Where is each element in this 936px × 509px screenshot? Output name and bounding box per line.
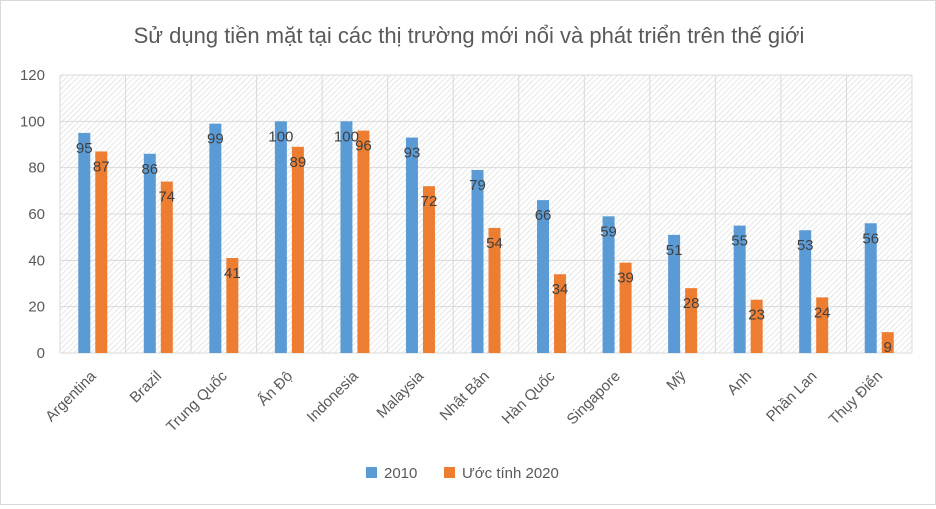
- legend: 2010 Ước tính 2020: [366, 465, 559, 482]
- data-label: 96: [355, 138, 372, 155]
- data-label: 100: [334, 128, 359, 145]
- x-tick-label: Malaysia: [373, 367, 427, 421]
- data-label: 86: [141, 161, 158, 178]
- data-label: 100: [268, 128, 293, 145]
- bar-2010: [602, 216, 615, 353]
- data-label: 99: [207, 131, 224, 148]
- bar-estimate-2020: [422, 186, 435, 353]
- legend-swatch-estimate-2020: [444, 467, 455, 478]
- y-tick-label: 0: [37, 345, 45, 362]
- legend-swatch-2010: [366, 467, 377, 478]
- data-label: 39: [617, 270, 634, 287]
- x-tick-label: Ấn Độ: [255, 368, 297, 410]
- bars: [78, 121, 894, 354]
- x-tick-label: Singapore: [564, 368, 624, 428]
- data-label: 34: [552, 281, 569, 298]
- data-label: 55: [731, 233, 748, 250]
- bar-estimate-2020: [816, 297, 829, 353]
- bar-2010: [78, 132, 91, 353]
- y-tick-label: 40: [28, 252, 45, 269]
- data-label: 51: [666, 242, 683, 259]
- data-label: 53: [797, 237, 814, 254]
- data-label: 87: [93, 158, 110, 175]
- bar-2010: [668, 234, 681, 353]
- data-label: 56: [862, 230, 879, 247]
- bar-estimate-2020: [291, 146, 304, 353]
- bar-2010: [209, 123, 222, 354]
- bar-2010: [864, 223, 877, 353]
- data-label: 66: [535, 207, 552, 224]
- x-tick-label: Anh: [724, 368, 755, 399]
- data-label: 59: [600, 223, 617, 240]
- bar-estimate-2020: [685, 288, 698, 353]
- bar-estimate-2020: [554, 274, 567, 353]
- y-axis: 0 20 40 60 80 100 120: [20, 67, 45, 362]
- bar-estimate-2020: [160, 181, 173, 353]
- x-tick-label: Thụy Điển: [826, 368, 886, 428]
- bar-estimate-2020: [488, 227, 501, 353]
- y-tick-label: 20: [28, 299, 45, 316]
- data-label: 41: [224, 265, 241, 282]
- y-tick-label: 100: [20, 113, 45, 130]
- bar-2010: [405, 137, 418, 353]
- legend-label-2010: 2010: [384, 465, 417, 482]
- x-tick-label: Phần Lan: [763, 368, 820, 425]
- bar-estimate-2020: [95, 151, 108, 353]
- bar-estimate-2020: [881, 332, 894, 353]
- x-tick-label: Argentina: [42, 367, 100, 425]
- gridlines: [59, 74, 913, 354]
- y-tick-label: 120: [20, 67, 45, 84]
- y-tick-label: 60: [28, 206, 45, 223]
- legend-label-estimate-2020: Ước tính 2020: [462, 465, 559, 482]
- data-label: 95: [76, 140, 93, 157]
- data-label: 23: [748, 307, 765, 324]
- data-label: 93: [404, 145, 421, 162]
- bar-estimate-2020: [357, 130, 370, 353]
- data-label: 28: [683, 295, 700, 312]
- bar-2010: [143, 153, 156, 353]
- x-tick-label: Trung Quốc: [163, 367, 231, 435]
- y-tick-label: 80: [28, 160, 45, 177]
- data-labels: 95 86 99 100 100 93 79 66 59 51 55 53 56 87 74 41 89 96 72…: [76, 128, 892, 356]
- x-tick-label: Brazil: [127, 368, 166, 407]
- bar-2010: [274, 121, 287, 353]
- x-tick-label: Indonesia: [304, 367, 362, 425]
- bar-2010: [537, 200, 550, 353]
- x-tick-label: Mỹ: [663, 367, 690, 394]
- bar-estimate-2020: [619, 262, 632, 353]
- bar-2010: [733, 225, 746, 353]
- data-label: 24: [814, 304, 831, 321]
- bar-2010: [799, 230, 812, 353]
- bar-estimate-2020: [226, 258, 239, 353]
- x-tick-label: Hàn Quốc: [499, 367, 559, 427]
- data-label: 54: [486, 235, 503, 252]
- data-label: 9: [884, 339, 892, 356]
- bar-2010: [340, 121, 353, 353]
- data-label: 79: [469, 177, 486, 194]
- data-label: 89: [290, 154, 307, 171]
- data-label: 74: [158, 189, 175, 206]
- bar-2010: [471, 169, 484, 353]
- chart-title: Sử dụng tiền mặt tại các thị trường mới …: [134, 23, 805, 48]
- data-label: 72: [421, 193, 438, 210]
- bar-estimate-2020: [750, 299, 763, 353]
- x-tick-label: Nhật Bản: [437, 368, 493, 424]
